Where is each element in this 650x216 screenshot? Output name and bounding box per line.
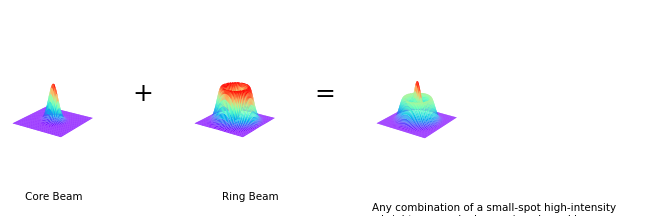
Text: Any combination of a small-spot high-intensity
bright core and a larger ring-sha: Any combination of a small-spot high-int… bbox=[372, 203, 616, 216]
Text: Core Beam: Core Beam bbox=[25, 192, 82, 202]
Text: Ring Beam: Ring Beam bbox=[222, 192, 279, 202]
Text: +: + bbox=[133, 82, 153, 106]
Text: =: = bbox=[315, 82, 335, 106]
